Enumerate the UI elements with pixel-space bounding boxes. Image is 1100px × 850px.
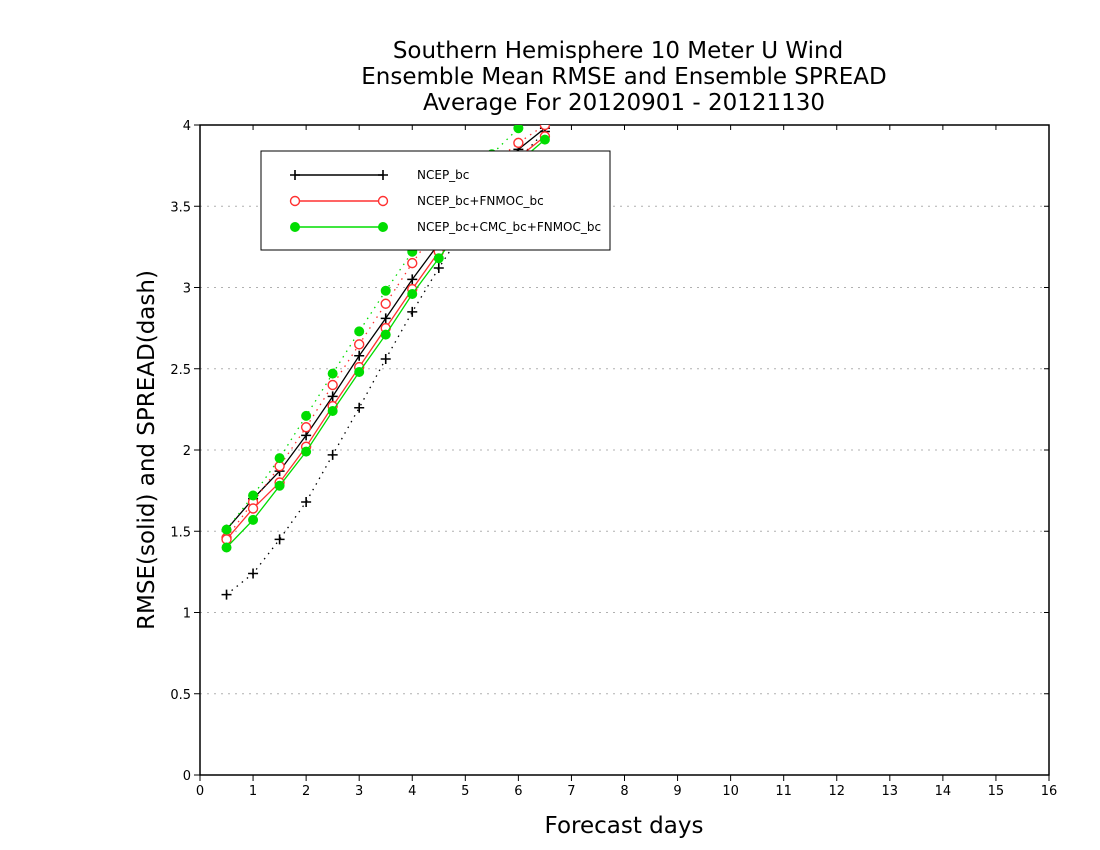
series-spread-point [248, 568, 259, 579]
chart-title-line-3: Average For 20120901 - 20121130 [423, 90, 825, 116]
series-spread-point [221, 589, 232, 600]
series-rmse-point [221, 542, 232, 553]
series-spread-point [513, 137, 524, 149]
series-rmse-point [247, 503, 259, 514]
series-spread-point [327, 379, 338, 391]
x-tick-label: 4 [408, 784, 416, 799]
x-tick-label: 8 [620, 784, 628, 799]
series-rmse-point [380, 329, 391, 340]
series-spread-point [380, 298, 391, 309]
series-spread-point [221, 524, 232, 535]
series-spread-point [327, 368, 338, 379]
series-rmse-point [354, 350, 365, 361]
y-tick-label: 2.5 [170, 363, 191, 378]
series-spread-point [327, 449, 338, 460]
chart-title-line-2: Ensemble Mean RMSE and Ensemble SPREAD [361, 64, 886, 90]
series-rmse-point [327, 406, 338, 416]
series-spread-point [353, 339, 365, 350]
legend-label: NCEP_bc+CMC_bc+FNMOC_bc [417, 220, 601, 234]
x-tick-label: 13 [882, 784, 899, 799]
x-tick-label: 14 [935, 784, 952, 799]
legend-marker [290, 170, 300, 180]
legend: NCEP_bc NCEP_bc+FNMOC_bc NCEP_bc+CMC_bc+FN… [260, 150, 611, 251]
series-spread-point [513, 125, 524, 134]
series-spread-point [433, 263, 444, 273]
y-tick-label: 1.5 [170, 525, 191, 540]
series-spread-point [380, 354, 391, 364]
legend-label: NCEP_bc [417, 168, 469, 182]
x-tick-label: 12 [828, 784, 845, 799]
y-tick-label: 0.5 [170, 688, 191, 703]
x-tick-label: 9 [673, 784, 681, 799]
x-tick-label: 0 [196, 784, 204, 799]
series-rmse-point [248, 514, 259, 525]
y-axis-ticks: 0 0.5 1 1.5 2 2.5 3 3.5 4 [170, 119, 1049, 784]
series-spread-point [354, 326, 365, 337]
x-tick-label: 2 [302, 784, 310, 799]
x-axis-title: Forecast days [545, 813, 704, 839]
series-spread-point [301, 410, 312, 421]
legend-marker [377, 195, 389, 207]
series-spread-point [407, 306, 418, 317]
x-tick-label: 11 [775, 784, 792, 799]
series-spread-point [539, 125, 551, 131]
legend-marker [290, 222, 300, 232]
series-spread-point [407, 257, 418, 269]
legend-marker [289, 195, 301, 207]
series-rmse-point [274, 480, 285, 491]
x-tick-label: 6 [514, 784, 522, 799]
y-tick-label: 3.5 [170, 200, 191, 215]
y-gridlines [200, 205, 1049, 695]
y-axis-title: RMSE(solid) and SPREAD(dash) [134, 270, 160, 630]
series-rmse-point [327, 391, 338, 402]
x-tick-label: 16 [1041, 784, 1058, 799]
x-tick-label: 15 [988, 784, 1005, 799]
legend-label: NCEP_bc+FNMOC_bc [417, 194, 544, 208]
series-rmse-point [407, 274, 418, 285]
x-tick-label: 1 [249, 784, 257, 799]
x-tick-label: 3 [355, 784, 363, 799]
y-tick-label: 0 [183, 769, 191, 784]
series-spread-point [248, 490, 259, 501]
legend-marker [378, 222, 388, 232]
series-spread-point [301, 497, 312, 507]
y-tick-label: 2 [183, 444, 191, 459]
series-rmse-point [407, 289, 418, 299]
x-tick-label: 10 [722, 784, 739, 799]
x-axis-ticks: 0 1 2 3 4 5 6 7 8 9 10 11 12 13 14 15 16 [196, 125, 1057, 799]
series-rmse-point [380, 313, 391, 324]
series-spread-point [274, 534, 285, 545]
series-rmse-point [301, 446, 312, 457]
x-tick-label: 5 [461, 784, 469, 799]
series-spread-point [300, 422, 312, 433]
series-spread-point [274, 453, 285, 464]
y-tick-label: 3 [183, 282, 191, 297]
series-rmse-point [433, 253, 444, 264]
legend-marker [378, 170, 388, 180]
y-tick-label: 1 [183, 607, 191, 622]
series-spread-point [354, 402, 365, 413]
series-spread-point [380, 285, 391, 296]
y-tick-label: 4 [183, 119, 191, 134]
x-tick-label: 7 [567, 784, 575, 799]
series-rmse-point [354, 367, 365, 377]
chart-title-line-1: Southern Hemisphere 10 Meter U Wind [393, 38, 843, 64]
series-rmse-point [539, 134, 550, 145]
